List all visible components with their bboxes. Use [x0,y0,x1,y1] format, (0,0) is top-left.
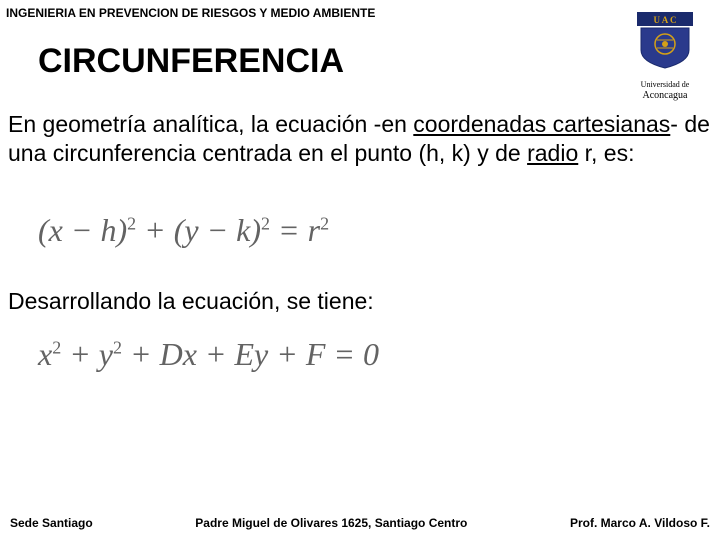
link-radio: radio [527,140,578,166]
equation-2: x2 + y2 + Dx + Ey + F = 0 [38,336,379,373]
university-logo: U A C Universidad de Aconcagua [620,10,710,101]
shield-icon: U A C [635,10,695,70]
link-coordenadas: coordenadas cartesianas [413,111,670,137]
logo-text: Universidad de Aconcagua [620,79,710,101]
footer-right: Prof. Marco A. Vildoso F. [570,516,710,530]
footer: Sede Santiago Padre Miguel de Olivares 1… [0,516,720,530]
footer-center: Padre Miguel de Olivares 1625, Santiago … [195,516,467,530]
svg-text:U A C: U A C [653,15,676,25]
program-header: INGENIERIA EN PREVENCION DE RIESGOS Y ME… [6,6,375,20]
paragraph-2: Desarrollando la ecuación, se tiene: [8,288,374,315]
slide-title: CIRCUNFERENCIA [38,42,344,81]
footer-left: Sede Santiago [10,516,93,530]
equation-1: (x − h)2 + (y − k)2 = r2 [38,212,329,249]
paragraph-1: En geometría analítica, la ecuación -en … [8,110,712,168]
